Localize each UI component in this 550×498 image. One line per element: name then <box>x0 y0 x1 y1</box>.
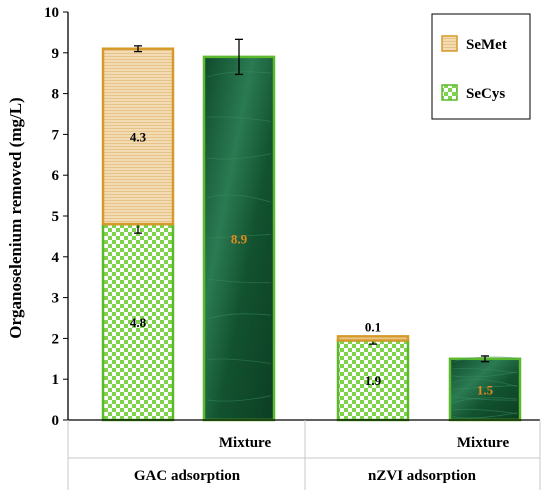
y-tick-label: 8 <box>52 87 60 103</box>
bar-2-segment-semet <box>336 335 410 342</box>
y-tick-label: 5 <box>52 209 60 225</box>
y-tick-label: 3 <box>52 291 60 307</box>
y-tick-label: 6 <box>52 168 60 184</box>
bar-texture-vein <box>206 194 272 203</box>
bar-texture-vein <box>452 371 518 378</box>
bar-texture-vein <box>452 412 518 419</box>
y-tick-label: 0 <box>52 413 60 429</box>
data-label-mixture: 8.9 <box>231 231 248 246</box>
y-tick-label: 10 <box>44 5 59 21</box>
legend: SeMet SeCys <box>431 13 531 120</box>
legend-box <box>431 13 531 120</box>
bar-0-segment-semet <box>101 47 175 226</box>
bar-texture-vein <box>452 397 518 404</box>
legend-swatch-secys <box>441 84 458 101</box>
legend-label-secys: SeCys <box>466 86 505 102</box>
group-label-nzvi: nZVI adsorption <box>368 468 477 484</box>
bar-texture-vein <box>206 71 272 78</box>
bar-texture-vein <box>206 278 272 284</box>
group-label-gac: GAC adsorption <box>134 468 241 484</box>
bar-texture-vein <box>206 313 272 320</box>
data-label-secys: 4.8 <box>130 315 147 330</box>
bar-2-segment-secys <box>336 339 410 422</box>
bar-texture-vein <box>452 385 518 390</box>
y-tick-label: 9 <box>52 46 60 62</box>
y-axis-ticks: 0 1 2 3 4 5 6 7 8 9 10 <box>44 5 68 429</box>
data-label-mixture: 1.5 <box>477 382 494 397</box>
y-tick-label: 1 <box>52 372 60 388</box>
category-label-mixture-nzvi: Mixture <box>457 435 510 451</box>
y-tick-label: 4 <box>52 250 60 266</box>
bar-texture-vein <box>206 153 272 160</box>
data-label-semet: 4.3 <box>130 129 147 144</box>
data-label-secys: 1.9 <box>365 373 382 388</box>
bar-texture-vein <box>452 395 518 401</box>
bar-texture-vein <box>206 234 272 239</box>
legend-label-semet: SeMet <box>466 37 507 53</box>
bar-texture-vein <box>206 395 272 402</box>
bar-0-segment-secys <box>101 222 175 422</box>
bar-texture-vein <box>206 358 272 364</box>
bar-texture-vein <box>206 116 272 122</box>
data-label-semet: 0.1 <box>365 319 381 334</box>
axes <box>67 12 541 490</box>
legend-swatch-semet <box>441 35 458 52</box>
bar-texture-vein <box>452 379 518 387</box>
bar-texture-vein <box>452 368 518 374</box>
category-label-mixture-gac: Mixture <box>219 435 272 451</box>
bar-texture-vein <box>452 356 518 363</box>
bars: 4.8 4.3 8.9 1.9 0.1 1.5 <box>101 38 522 422</box>
y-tick-label: 7 <box>52 127 60 143</box>
y-axis-label: Organoselenium removed (mg/L) <box>6 97 25 338</box>
bar-texture-vein <box>452 408 518 415</box>
y-tick-label: 2 <box>52 331 60 347</box>
